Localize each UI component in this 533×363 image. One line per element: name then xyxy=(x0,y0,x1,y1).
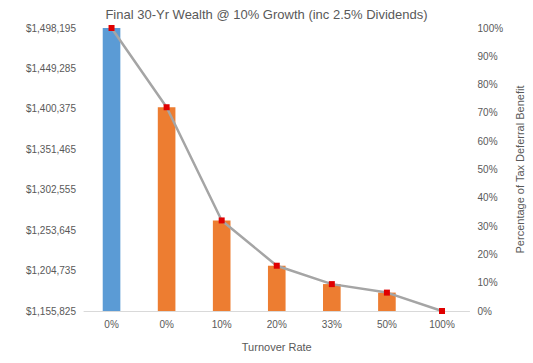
svg-text:10%: 10% xyxy=(478,277,498,288)
svg-text:Turnover Rate: Turnover Rate xyxy=(242,341,312,353)
svg-text:40%: 40% xyxy=(478,192,498,203)
svg-text:100%: 100% xyxy=(429,319,455,330)
svg-text:0%: 0% xyxy=(104,319,119,330)
svg-text:$1,155,825: $1,155,825 xyxy=(26,306,76,317)
svg-text:80%: 80% xyxy=(478,79,498,90)
svg-text:$1,204,735: $1,204,735 xyxy=(26,265,76,276)
svg-text:$1,449,285: $1,449,285 xyxy=(26,63,76,74)
svg-text:0%: 0% xyxy=(159,319,174,330)
svg-text:$1,253,645: $1,253,645 xyxy=(26,225,76,236)
svg-text:$1,498,195: $1,498,195 xyxy=(26,23,76,34)
svg-text:0%: 0% xyxy=(478,306,493,317)
svg-text:20%: 20% xyxy=(478,249,498,260)
svg-text:Percentage of Tax Deferral Ben: Percentage of Tax Deferral Benefit xyxy=(514,86,526,254)
svg-text:$1,351,465: $1,351,465 xyxy=(26,144,76,155)
svg-text:90%: 90% xyxy=(478,51,498,62)
svg-text:100%: 100% xyxy=(478,23,504,34)
svg-text:30%: 30% xyxy=(478,221,498,232)
svg-text:$1,302,555: $1,302,555 xyxy=(26,184,76,195)
svg-text:33%: 33% xyxy=(322,319,342,330)
svg-text:Final 30-Yr Wealth @ 10% Growt: Final 30-Yr Wealth @ 10% Growth (inc 2.5… xyxy=(105,7,427,22)
svg-text:10%: 10% xyxy=(212,319,232,330)
svg-text:$1,400,375: $1,400,375 xyxy=(26,103,76,114)
svg-text:50%: 50% xyxy=(377,319,397,330)
svg-text:70%: 70% xyxy=(478,107,498,118)
svg-text:60%: 60% xyxy=(478,136,498,147)
svg-text:20%: 20% xyxy=(267,319,287,330)
svg-text:50%: 50% xyxy=(478,164,498,175)
